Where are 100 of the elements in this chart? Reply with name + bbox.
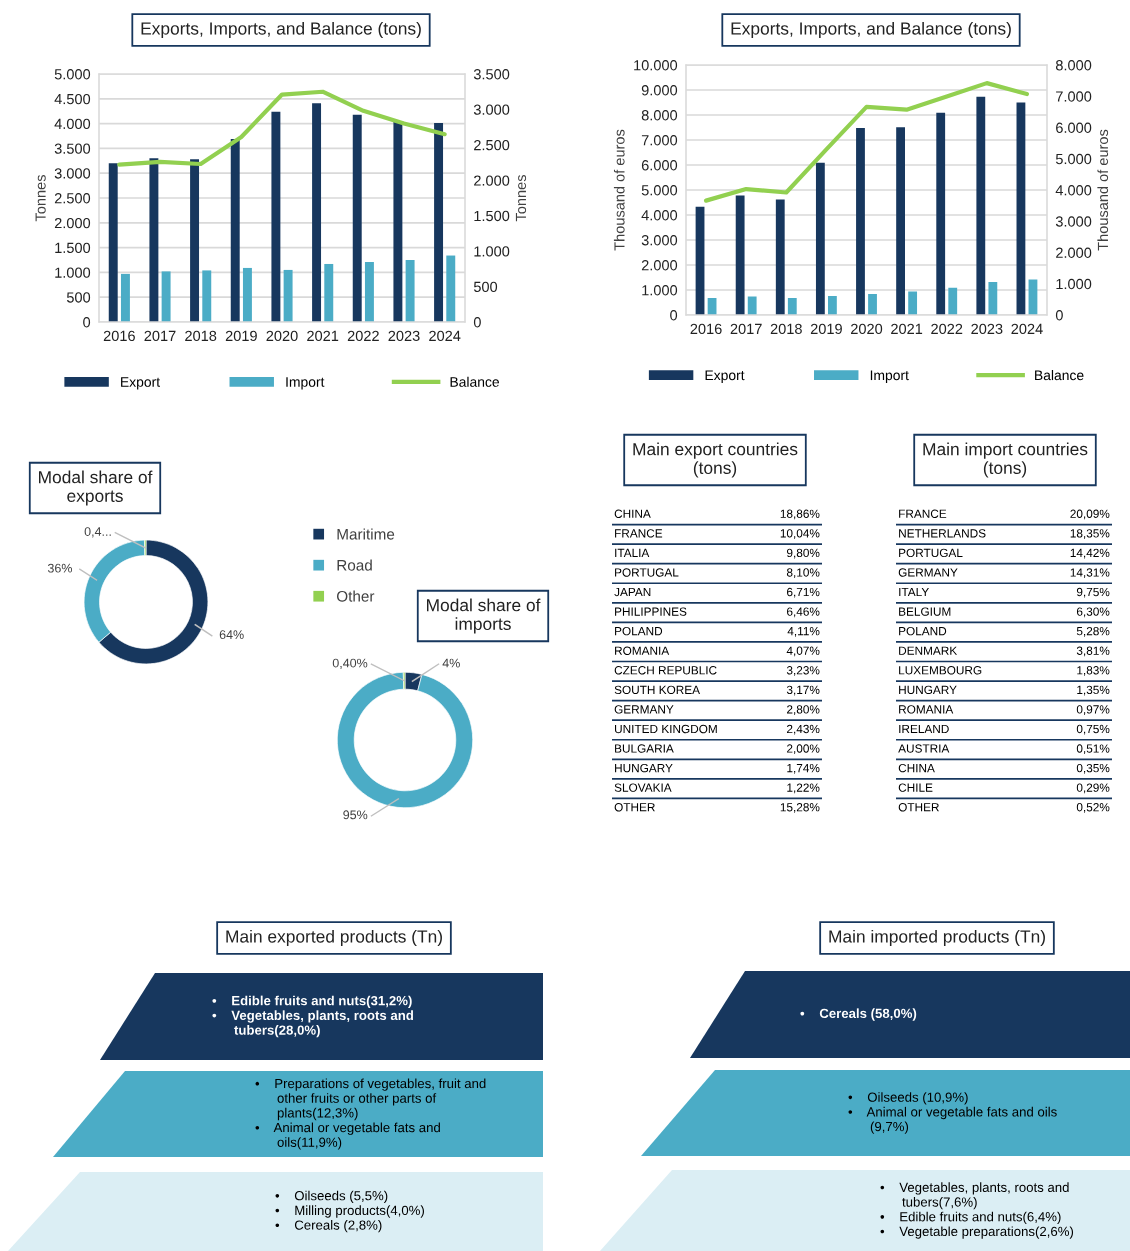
text: 1,22% [787,783,820,794]
y2-axis-title: Tonnes [515,175,527,222]
category-label: FRANCE [899,509,947,518]
y2-tick-label: 7.000 [1056,91,1092,102]
bar [161,271,171,322]
chart-title: Exports, Imports, and Balance (tons) [141,21,421,39]
legend-label: Balance [450,376,500,387]
text: Main import countries (tons) [923,442,1088,478]
y-tick-label: 500 [66,292,91,303]
bar [856,128,865,315]
bar [434,123,444,322]
category-label: CZECH REPUBLIC [614,666,717,675]
x-tick-label: 2016 [690,323,722,335]
y-tick-label: 4.000 [54,118,91,130]
bar [747,296,757,315]
text: • Preparations of vegetables, fruit and other fruits or other parts of plants(12,3%) • Animal or vegetable fats and oils(11,9%) [255,1078,486,1150]
text: 2,80% [787,705,820,715]
text: 4,07% [786,646,820,657]
line-series [703,81,1030,203]
y-tick-label: 9.000 [641,85,678,96]
text: • Cereals (58,0%) [800,1008,917,1021]
text: 0,97% [1076,705,1110,715]
text: 9,80% [786,548,820,559]
x-tick-label: 2023 [971,323,1003,335]
category-label: CHINA [614,509,651,518]
text: 20,09% [1070,509,1110,520]
bar [405,260,415,322]
bar [149,158,159,322]
text: 18,35% [1070,529,1110,539]
category-label: POLAND [615,626,663,636]
category-label: CHILE [898,783,933,792]
text: 2,43% [787,724,820,735]
chart-title: Modal share of exports [39,470,153,506]
category-label: PORTUGAL [899,548,963,558]
text: 5,28% [1076,626,1110,637]
text: 15,28% [780,803,820,813]
bar [271,111,281,322]
legend-label: Maritime [337,528,395,540]
text: 2,00% [787,744,820,755]
category-label: ITALIA [615,548,650,557]
text: 14,42% [1070,548,1110,559]
y-tick-label: 4.500 [54,93,91,105]
x-tick-label: 2021 [307,330,339,342]
x-tick-label: 2024 [429,330,461,342]
text: 4,11% [787,627,820,637]
y-tick-label: 2.000 [54,217,91,229]
x-tick-label: 2016 [103,330,135,342]
bar [352,114,362,322]
text: 14,31% [1070,568,1110,579]
y-tick-label: 0 [83,317,91,328]
bar [108,163,118,322]
legend-label: Export [705,370,745,383]
y-tick-label: 5.000 [54,69,91,80]
text: 18,86% [780,509,820,520]
y-tick-label: 3.000 [641,235,678,246]
text: Main imported products (Tn) [829,929,1045,947]
category-label: BELGIUM [899,607,951,616]
data-label: 36% [47,563,73,573]
category-label: BULGARIA [615,744,674,753]
y2-tick-label: 8.000 [1055,60,1092,71]
bar [190,159,200,322]
text: 1,35% [1077,685,1110,696]
bar [230,138,240,322]
text: 6,46% [787,607,820,618]
legend-label: Import [870,370,909,383]
x-tick-label: 2018 [185,330,217,342]
category-label: PORTUGAL [615,568,679,577]
text: 1,83% [1077,666,1110,676]
x-tick-label: 2020 [851,323,883,335]
bar [312,103,322,322]
bar [896,127,906,315]
bar [120,273,130,322]
y-tick-label: 1.000 [55,267,91,278]
text: • Oilseeds (10,9%) • Animal or vegetable fats and oils (9,7%) [848,1092,1057,1134]
y-tick-label: 7.000 [641,135,678,146]
donut-slice [336,671,474,809]
chart-title: Exports, Imports, and Balance (tons) [731,21,1011,39]
y-tick-label: 8.000 [641,110,678,121]
text: 3,17% [786,685,820,696]
bar [1016,102,1026,315]
bar [815,162,825,315]
category-label: ROMANIA [899,705,954,714]
y2-axis-title: Thousand of euros [1097,129,1109,251]
y2-tick-label: 5.000 [1055,153,1092,165]
text: Main exported products (Tn) [226,929,442,947]
y2-tick-label: 3.000 [1055,216,1092,227]
category-label: POLAND [899,626,947,636]
y-axis-title: Thousand of euros [613,129,625,251]
y2-tick-label: 2.000 [474,175,510,186]
bar [446,255,456,322]
text: • Edible fruits and nuts(31,2%) • Vegetables, plants, roots and tubers(28,0%) [212,995,413,1038]
category-label: IRELAND [899,724,949,734]
y-tick-label: 6.000 [641,160,678,171]
category-label: NETHERLANDS [899,529,986,538]
y2-tick-label: 2.500 [474,139,510,151]
category-label: HUNGARY [615,763,673,773]
legend-label: Balance [1035,370,1084,381]
legend-label: Import [286,377,325,390]
text: • Vegetables, plants, roots and tubers(7,6%) • Edible fruits and nuts(6,4%) • Vegetable preparations(2,6%) [880,1182,1074,1239]
text: 10,04% [780,529,820,539]
